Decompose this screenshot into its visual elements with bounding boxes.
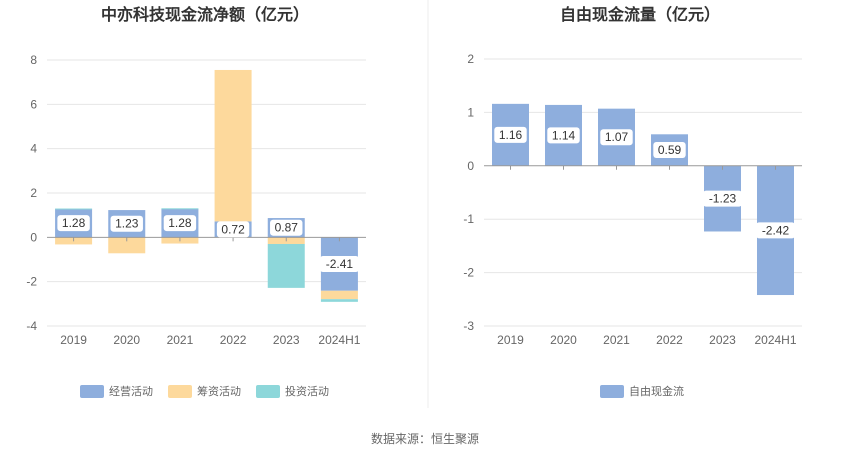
- left-chart-grid: [47, 59, 366, 327]
- x-tick-label: 2022: [656, 333, 683, 347]
- x-tick-label: 2021: [167, 333, 194, 347]
- right-chart: 自由现金流量（亿元） -3 -2 -1 0 1 2 1.16 1.14 1.07 0.59 -1.…: [463, 5, 802, 398]
- legend-swatch: [168, 385, 192, 398]
- data-label-bg: [494, 126, 527, 143]
- x-tick-label: 2020: [113, 333, 140, 347]
- right-chart-bars: [492, 103, 794, 296]
- data-label-bg: [319, 256, 359, 273]
- data-label-bg: [216, 221, 250, 238]
- legend-item[interactable]: 自由现金流: [600, 384, 684, 398]
- x-tick-label: 2019: [497, 333, 524, 347]
- data-label: 1.07: [605, 130, 629, 144]
- data-label: -1.23: [709, 192, 737, 206]
- data-label: 1.28: [62, 216, 86, 230]
- bar-2021-投资活动: [161, 208, 199, 210]
- data-label: 1.16: [499, 128, 523, 142]
- y-tick-label: -2: [26, 275, 37, 289]
- data-label: -2.41: [326, 257, 354, 271]
- data-label-bg: [547, 127, 580, 144]
- right-chart-title: 自由现金流量（亿元）: [560, 5, 720, 24]
- bar-2024H1-筹资活动: [320, 290, 358, 300]
- legend-label: 经营活动: [109, 384, 153, 398]
- x-tick-label: 2023: [273, 333, 300, 347]
- data-label: 1.28: [168, 216, 192, 230]
- left-chart-x-axis: 2019 2020 2021 2022 2023 2024H1: [60, 333, 361, 347]
- x-tick-label: 2021: [603, 333, 630, 347]
- data-source-note: 数据来源：恒生聚源: [371, 431, 479, 446]
- y-tick-label: 2: [30, 186, 37, 200]
- y-tick-label: 4: [30, 142, 37, 156]
- y-tick-label: -2: [463, 266, 474, 280]
- y-tick-label: -1: [463, 212, 474, 226]
- y-tick-label: -3: [463, 319, 474, 333]
- y-tick-label: 2: [467, 52, 474, 66]
- left-chart: 中亦科技现金流净额（亿元） -4 -2 0 2 4 6 8 1.28 1.23 1.28 0.72…: [26, 5, 366, 398]
- x-tick-label: 2024H1: [318, 333, 360, 347]
- right-chart-grid: [484, 58, 802, 327]
- y-tick-label: 6: [30, 97, 37, 111]
- bar-2023-投资活动: [267, 243, 305, 288]
- bar-2020-筹资活动: [108, 237, 146, 254]
- y-tick-label: 1: [467, 105, 474, 119]
- legend-label: 投资活动: [285, 384, 329, 398]
- right-chart-legend: 自由现金流: [600, 384, 684, 398]
- legend-item[interactable]: 经营活动: [80, 384, 153, 398]
- legend-label: 筹资活动: [197, 384, 241, 398]
- x-tick-label: 2020: [550, 333, 577, 347]
- right-chart-x-axis: 2019 2020 2021 2022 2023 2024H1: [497, 333, 797, 347]
- y-tick-label: -4: [26, 319, 37, 333]
- data-label-bg: [703, 190, 742, 207]
- data-label-bg: [163, 215, 197, 232]
- legend-item[interactable]: 筹资活动: [168, 384, 241, 398]
- data-label: -2.42: [762, 223, 790, 237]
- bar-2024H1-投资活动: [320, 299, 358, 302]
- legend-swatch: [600, 385, 624, 398]
- data-label-bg: [270, 219, 303, 236]
- x-tick-label: 2022: [220, 333, 247, 347]
- left-chart-title: 中亦科技现金流净额（亿元）: [101, 5, 309, 24]
- data-label-bg: [756, 222, 795, 239]
- data-label-bg: [110, 215, 143, 232]
- data-label-bg: [600, 129, 633, 146]
- right-chart-data-labels: 1.16 1.14 1.07 0.59 -1.23 -2.42: [494, 126, 795, 239]
- left-chart-legend: 经营活动 筹资活动 投资活动: [80, 384, 329, 398]
- right-chart-y-axis: -3 -2 -1 0 1 2: [463, 52, 474, 333]
- legend-label: 自由现金流: [629, 384, 684, 398]
- y-tick-label: 8: [30, 53, 37, 67]
- x-tick-label: 2023: [709, 333, 736, 347]
- bar-2019-投资活动: [55, 208, 93, 210]
- legend-item[interactable]: 投资活动: [256, 384, 329, 398]
- data-label: 1.14: [552, 128, 576, 142]
- data-label-bg: [57, 215, 90, 232]
- data-label: 1.23: [115, 217, 139, 231]
- x-tick-label: 2019: [60, 333, 87, 347]
- y-tick-label: 0: [467, 159, 474, 173]
- legend-swatch: [256, 385, 280, 398]
- data-label-bg: [653, 142, 686, 159]
- data-label: 0.87: [275, 221, 299, 235]
- data-label: 0.72: [221, 222, 245, 236]
- legend-swatch: [80, 385, 104, 398]
- x-tick-label: 2024H1: [754, 333, 796, 347]
- left-chart-y-axis: -4 -2 0 2 4 6 8: [26, 53, 37, 333]
- left-chart-zero-line: [47, 236, 366, 242]
- left-chart-data-labels: 1.28 1.23 1.28 0.72 0.87 -2.41: [57, 215, 359, 273]
- bar-2022-筹资活动: [214, 69, 252, 222]
- right-chart-zero-line: [484, 165, 802, 170]
- y-tick-label: 0: [30, 230, 37, 244]
- data-label: 0.59: [658, 143, 682, 157]
